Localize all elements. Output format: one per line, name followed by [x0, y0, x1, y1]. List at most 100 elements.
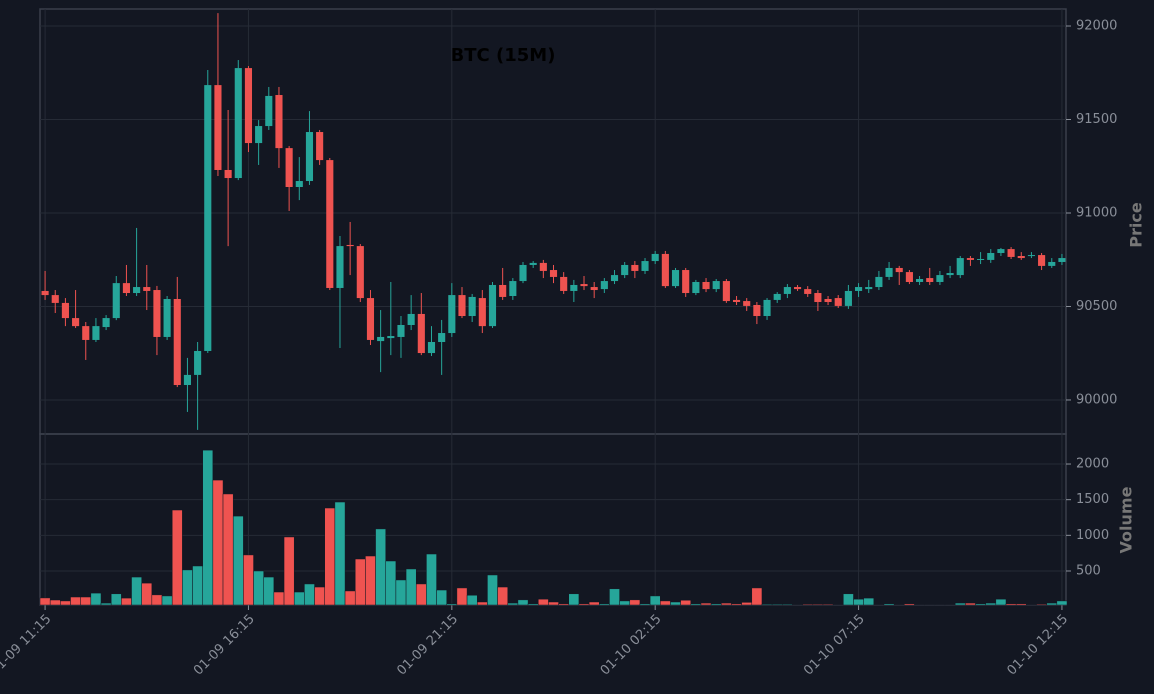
volume-bar [80, 596, 92, 606]
candle-body [112, 283, 120, 319]
volume-bar [395, 579, 407, 606]
candle-body [916, 278, 924, 282]
volume-bar [141, 582, 153, 606]
volume-bar [802, 603, 814, 606]
volume-bar [487, 574, 498, 606]
volume-bar [253, 570, 264, 606]
candle-body [194, 350, 202, 375]
y-tick-label: 90500 [1076, 299, 1117, 314]
candle-body [417, 313, 425, 354]
volume-bar [507, 602, 519, 606]
volume-bar [639, 603, 651, 606]
volume-bar [741, 602, 753, 606]
candle-body [865, 287, 873, 290]
volume-bar [151, 594, 163, 606]
candle-body [743, 301, 751, 306]
volume-bar [517, 599, 529, 606]
volume-bar [558, 603, 570, 606]
volume-axis-label: Volume [1117, 486, 1136, 553]
volume-bar [192, 565, 203, 606]
candle-body [346, 244, 354, 247]
candle-body [173, 299, 181, 386]
candle-body [153, 290, 161, 337]
candle-body [1048, 261, 1056, 266]
candle-body [305, 132, 314, 182]
volume-tick-label: 1500 [1076, 492, 1109, 507]
volume-bar [629, 599, 641, 606]
candle-body [610, 275, 619, 282]
volume-bar [293, 591, 305, 606]
volume-bar [426, 553, 437, 606]
candle-body [905, 272, 913, 282]
volume-bar [497, 586, 509, 606]
volume-bar [588, 601, 600, 606]
volume-bar [161, 595, 173, 606]
candle-body [1027, 255, 1035, 257]
volume-bar [680, 599, 692, 606]
candle-body [163, 299, 171, 337]
candle-body [234, 68, 242, 179]
candle-body [651, 253, 659, 262]
volume-bar [863, 597, 875, 606]
candle-body [987, 253, 995, 260]
candle-body [621, 264, 629, 276]
volume-bar [466, 594, 478, 606]
volume-bar [456, 587, 468, 606]
volume-bar [1046, 602, 1058, 606]
candle-body [448, 295, 456, 334]
candle-body [549, 270, 558, 277]
candle-body [661, 253, 669, 287]
candle-body [82, 326, 90, 340]
candle-body [183, 374, 192, 386]
candle-body [92, 326, 100, 340]
volume-bar [385, 560, 397, 606]
volume-bar [344, 590, 356, 606]
candle-body [702, 281, 710, 290]
volume-bar [314, 586, 325, 606]
volume-tick-label: 2000 [1076, 457, 1109, 472]
y-tick-label: 91000 [1076, 205, 1117, 220]
volume-bar [365, 555, 376, 606]
candle-body [377, 336, 385, 342]
volume-bar [476, 601, 488, 606]
candle-body [600, 281, 608, 290]
volume-bar [283, 536, 295, 606]
volume-bar [812, 603, 824, 606]
volume-bar [131, 576, 142, 606]
volume-bar [619, 600, 631, 606]
volume-bar [710, 603, 722, 606]
y-axis-label: Price [1127, 202, 1146, 248]
candle-body [834, 298, 842, 306]
candle-body [336, 246, 344, 288]
volume-bar [782, 603, 793, 606]
candle-body [977, 258, 985, 260]
candle-body [458, 295, 466, 317]
candle-body [133, 287, 141, 294]
candle-body [214, 85, 222, 170]
candle-body [824, 299, 832, 302]
volume-bar [975, 603, 986, 606]
volume-bar [731, 603, 742, 606]
volume-bar [324, 507, 336, 606]
volume-bar [965, 602, 976, 606]
candle-body [468, 296, 476, 317]
candle-body [295, 181, 303, 188]
candle-body [875, 276, 883, 288]
volume-bar [883, 603, 895, 606]
candle-body [143, 287, 151, 291]
candle-body [936, 275, 944, 282]
candle-body [671, 270, 680, 287]
volume-bar [100, 602, 112, 606]
candle-body [356, 246, 364, 299]
volume-bar [751, 587, 763, 606]
volume-bar [954, 602, 966, 606]
candle-body [41, 290, 49, 296]
candle-body [438, 333, 446, 343]
candle-body [407, 313, 415, 325]
volume-bar [273, 591, 285, 606]
candle-body [956, 258, 964, 276]
candle-body [387, 336, 395, 339]
candle-body [478, 298, 486, 327]
volume-bar [985, 602, 997, 606]
